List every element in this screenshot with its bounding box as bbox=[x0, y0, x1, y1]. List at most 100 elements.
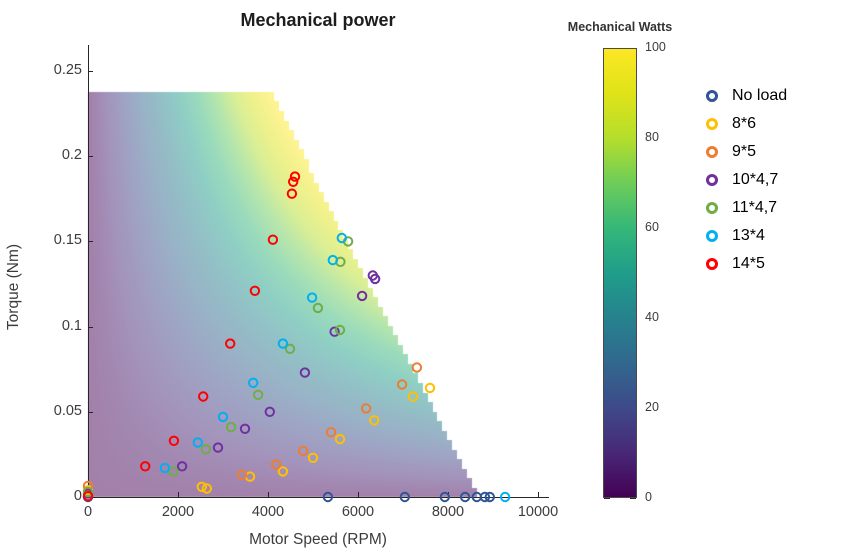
data-point bbox=[267, 234, 279, 245]
data-point bbox=[159, 462, 171, 474]
series-14-5 bbox=[82, 171, 301, 502]
x-tick-label: 4000 bbox=[251, 504, 285, 520]
data-point bbox=[277, 466, 289, 477]
legend-marker-icon bbox=[706, 202, 718, 214]
legend: No load 8*6 9*5 10*4,7 11*4,7 13*4 14*5 bbox=[706, 82, 787, 278]
colorbar-tick-label: 80 bbox=[645, 130, 659, 144]
legend-item-13-4: 13*4 bbox=[706, 222, 787, 250]
y-tick-label: 0.2 bbox=[61, 147, 82, 164]
data-point bbox=[396, 379, 408, 390]
legend-marker-icon bbox=[706, 174, 718, 186]
colorbar bbox=[603, 48, 637, 498]
data-point bbox=[297, 445, 309, 457]
series-10-4-7 bbox=[82, 270, 381, 499]
series-9-5 bbox=[82, 362, 423, 492]
legend-label: 8*6 bbox=[732, 115, 757, 132]
data-point bbox=[360, 403, 372, 414]
colorbar-tick-label: 20 bbox=[645, 400, 659, 414]
data-point bbox=[369, 273, 381, 285]
legend-label: 10*4,7 bbox=[732, 171, 779, 188]
y-tick-label: 0.1 bbox=[61, 317, 82, 334]
colorbar-tick-label: 60 bbox=[645, 220, 659, 234]
x-axis-label: Motor Speed (RPM) bbox=[249, 531, 387, 548]
data-point bbox=[168, 435, 180, 446]
data-point bbox=[196, 481, 208, 492]
colorbar-tick-label: 40 bbox=[645, 310, 659, 324]
series-11-4-7 bbox=[82, 236, 354, 498]
data-point bbox=[277, 338, 289, 349]
data-point bbox=[284, 343, 296, 354]
data-point bbox=[299, 367, 311, 378]
legend-item-no-load: No load bbox=[706, 82, 787, 110]
legend-marker-icon bbox=[706, 146, 718, 158]
data-point bbox=[322, 491, 334, 503]
data-point bbox=[336, 232, 347, 244]
data-point bbox=[329, 326, 340, 337]
data-point bbox=[201, 483, 213, 494]
legend-item-9-5: 9*5 bbox=[706, 138, 787, 166]
data-point bbox=[334, 324, 346, 336]
data-point bbox=[225, 338, 236, 349]
data-point bbox=[270, 459, 282, 470]
data-point bbox=[200, 444, 212, 455]
x-tick-label: 8000 bbox=[431, 504, 465, 520]
data-point bbox=[325, 427, 337, 438]
y-tick-label: 0.15 bbox=[53, 232, 82, 249]
data-point bbox=[399, 491, 410, 503]
data-point bbox=[236, 469, 248, 480]
legend-item-10-4-7: 10*4,7 bbox=[706, 166, 787, 194]
data-point bbox=[411, 362, 423, 373]
data-point bbox=[479, 491, 491, 503]
data-point bbox=[407, 391, 419, 402]
legend-item-11-4-7: 11*4,7 bbox=[706, 194, 787, 222]
series-8-6 bbox=[82, 382, 436, 496]
legend-label: 11*4,7 bbox=[732, 199, 778, 216]
colorbar-title: Mechanical Watts bbox=[567, 20, 673, 34]
data-point bbox=[439, 491, 450, 503]
legend-marker-icon bbox=[706, 90, 718, 102]
data-point bbox=[252, 389, 264, 400]
x-tick-label: 6000 bbox=[341, 504, 375, 520]
series-13-4 bbox=[159, 232, 511, 503]
x-tick-label: 2000 bbox=[161, 504, 195, 520]
data-point bbox=[288, 176, 299, 188]
data-point bbox=[289, 171, 301, 182]
legend-item-14-5: 14*5 bbox=[706, 250, 787, 278]
data-point bbox=[307, 452, 319, 463]
data-point bbox=[239, 423, 251, 434]
colorbar-tick-label: 100 bbox=[645, 40, 666, 54]
data-point bbox=[167, 466, 179, 477]
colorbar-tick-label: 0 bbox=[645, 490, 652, 504]
data-point bbox=[248, 377, 259, 388]
y-tick-label: 0.05 bbox=[53, 402, 82, 419]
y-axis-label: Torque (Nm) bbox=[5, 243, 22, 331]
data-point bbox=[424, 382, 436, 394]
data-point bbox=[484, 491, 495, 503]
x-tick-label: 0 bbox=[83, 504, 93, 520]
data-point bbox=[217, 411, 229, 423]
data-point bbox=[334, 433, 346, 445]
data-point bbox=[312, 302, 324, 314]
legend-label: No load bbox=[732, 87, 788, 104]
data-point bbox=[264, 406, 275, 417]
chart-title: Mechanical power bbox=[240, 10, 396, 30]
data-point bbox=[198, 391, 209, 402]
data-point bbox=[82, 490, 94, 502]
legend-label: 13*4 bbox=[732, 227, 765, 244]
legend-label: 14*5 bbox=[732, 255, 765, 272]
data-point bbox=[459, 491, 471, 503]
legend-label: 9*5 bbox=[732, 143, 757, 160]
y-tick-label: 0 bbox=[73, 488, 82, 504]
x-tick-label: 10000 bbox=[517, 504, 559, 520]
data-point bbox=[249, 285, 261, 296]
data-point bbox=[306, 292, 318, 303]
data-point bbox=[244, 471, 256, 482]
data-point bbox=[225, 421, 237, 433]
y-tick-label: 0.25 bbox=[53, 62, 82, 78]
data-point bbox=[192, 437, 204, 448]
legend-marker-icon bbox=[706, 258, 718, 270]
data-point bbox=[499, 491, 511, 503]
data-point bbox=[212, 442, 224, 453]
data-point bbox=[176, 461, 188, 472]
